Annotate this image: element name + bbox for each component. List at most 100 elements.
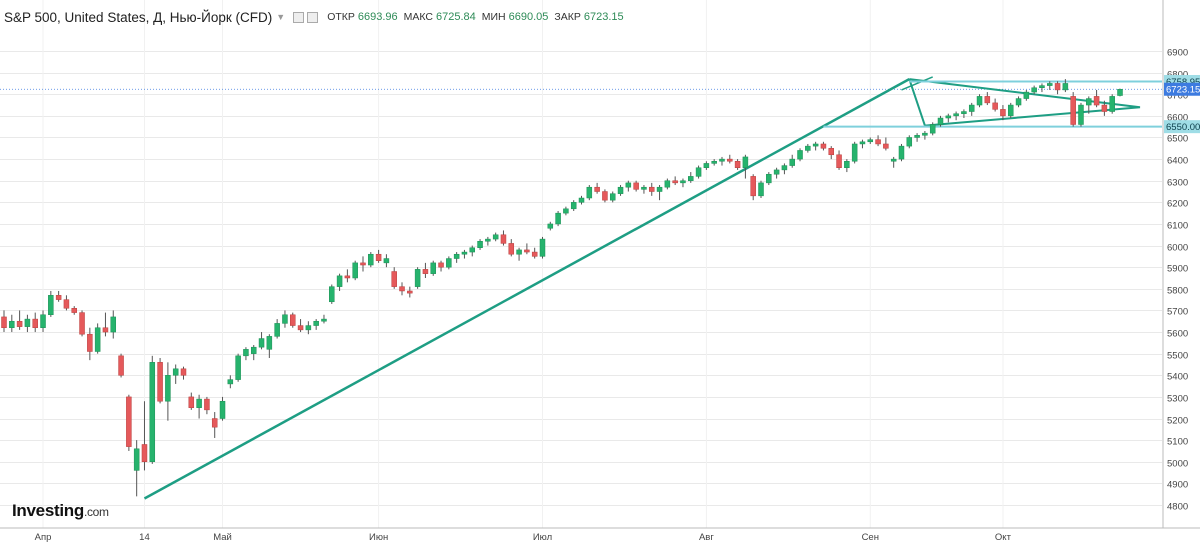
x-tick-label: 14 [139, 532, 150, 543]
candle-up [929, 124, 936, 134]
candle-down [391, 271, 397, 287]
y-tick-label: 5700 [1167, 307, 1188, 318]
y-tick-label: 6500 [1167, 134, 1188, 145]
candle-up [664, 180, 671, 188]
candle-up [453, 253, 460, 259]
triangle-extension [901, 76, 933, 91]
candle-down [633, 182, 639, 190]
candle-up [906, 137, 913, 147]
logo-brand: Investing [12, 501, 84, 520]
candle-up [492, 234, 499, 240]
y-tick-label: 6000 [1167, 243, 1188, 254]
y-tick-label: 5300 [1167, 394, 1188, 405]
triangle-pattern [909, 78, 1141, 127]
candle-up [922, 132, 928, 136]
instrument-title[interactable]: S&P 500, United States, Д, Нью-Йорк (CFD… [4, 9, 273, 25]
y-tick-label: 4800 [1167, 502, 1188, 513]
close-label: ЗАКР [554, 11, 581, 23]
candle-down [118, 355, 124, 376]
candle-up [688, 176, 694, 181]
open-value: 6693.96 [357, 11, 398, 23]
candle-up [945, 115, 952, 119]
candle-up [711, 161, 717, 164]
candle-down [32, 318, 38, 328]
candle-up [329, 286, 335, 303]
candle-down [399, 286, 405, 292]
candle-up [859, 141, 866, 145]
candle-up [352, 262, 358, 279]
candle-down [375, 253, 382, 261]
candle-down [828, 148, 834, 156]
candle-up [196, 398, 202, 408]
triangle-base [908, 78, 926, 126]
candle-up [165, 375, 171, 402]
candle-down [672, 180, 678, 184]
candle-down [1093, 96, 1100, 106]
y-tick-label: 5900 [1167, 264, 1188, 275]
settings-icon[interactable] [307, 11, 319, 23]
candle-up [695, 167, 702, 177]
candle-down [438, 262, 444, 268]
y-tick-label: 6200 [1167, 199, 1188, 210]
candle-down [1101, 104, 1108, 112]
candle-up [282, 314, 288, 324]
candle-down [204, 398, 210, 411]
candle-up [805, 145, 811, 151]
candle-up [469, 247, 476, 253]
candles [1, 79, 1123, 497]
candle-down [875, 139, 881, 145]
candle-down [1, 316, 7, 328]
candle-up [570, 202, 577, 210]
candle-up [961, 111, 967, 114]
ascending-trendline [143, 78, 910, 500]
candle-up [625, 182, 632, 188]
candle-up [968, 104, 975, 112]
y-tick-label: 6400 [1167, 156, 1188, 167]
candle-up [172, 368, 179, 376]
candle-down [531, 251, 538, 257]
candle-up [274, 323, 280, 337]
x-tick-label: Июл [533, 532, 552, 543]
x-tick-label: Май [213, 532, 232, 543]
candle-up [641, 186, 647, 190]
indicator-icon[interactable] [293, 11, 305, 23]
candle-up [1078, 104, 1084, 125]
candle-down [500, 234, 507, 244]
candle-up [219, 400, 226, 419]
y-tick-label: 6700 [1167, 91, 1188, 102]
candle-up [414, 269, 421, 287]
candle-up [1031, 87, 1037, 93]
candle-up [547, 223, 554, 229]
candle-up [539, 238, 546, 257]
candle-up [563, 208, 569, 214]
candle-up [133, 448, 140, 471]
price-label-box [1164, 120, 1200, 134]
x-axis: Апр 14 Май Июн Июл Авг Сен Окт [0, 527, 1200, 543]
y-tick-label: 6600 [1167, 113, 1188, 124]
candle-up [461, 251, 468, 255]
candle-up [1023, 91, 1030, 99]
y-tick-label: 5400 [1167, 372, 1188, 383]
candle-up [703, 163, 710, 168]
candle-up [9, 320, 15, 328]
candle-down [180, 368, 187, 376]
candle-up [797, 150, 803, 160]
y-tick-label: 5500 [1167, 351, 1188, 362]
chart-header: S&P 500, United States, Д, Нью-Йорк (CFD… [4, 6, 624, 28]
candle-down [126, 396, 132, 447]
candle-up [758, 182, 764, 197]
candle-down [992, 102, 998, 110]
candle-down [594, 186, 600, 192]
candle-down [55, 295, 62, 300]
open-label: ОТКР [327, 11, 355, 23]
chevron-down-icon[interactable]: ▼ [276, 12, 286, 22]
price-label-text: 6723.15 [1166, 85, 1200, 96]
candle-down [188, 396, 195, 408]
candle-up [336, 275, 343, 287]
candle-up [656, 186, 663, 192]
candle-up [485, 238, 491, 242]
candle-up [953, 113, 959, 117]
candle-down [422, 269, 429, 274]
candle-down [820, 143, 827, 149]
